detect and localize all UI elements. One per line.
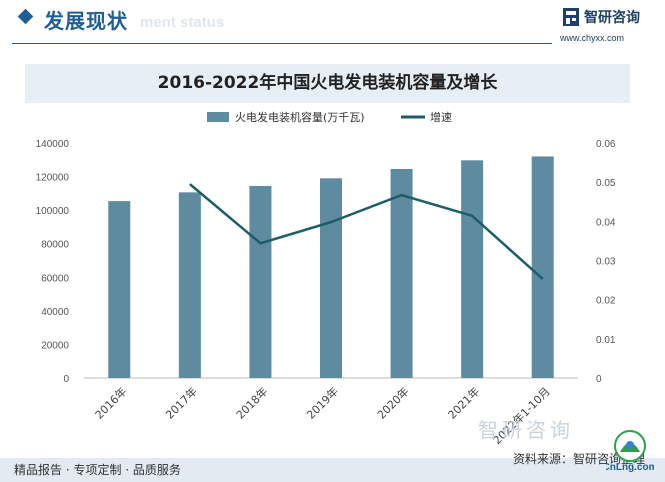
bar bbox=[531, 156, 554, 378]
y-left-tick-label: 0 bbox=[63, 374, 69, 385]
y-left-tick-label: 140000 bbox=[36, 139, 70, 150]
chart-title: 2016-2022年中国火电发电装机容量及增长 bbox=[25, 64, 630, 103]
footer-bar bbox=[0, 458, 665, 482]
legend-label-line: 增速 bbox=[430, 110, 452, 124]
y-right-tick-label: 0.06 bbox=[596, 139, 616, 150]
bar bbox=[320, 178, 342, 378]
zhiyan-logo-icon bbox=[563, 8, 579, 26]
y-right-tick-label: 0.05 bbox=[596, 178, 616, 189]
y-right-tick-label: 0 bbox=[596, 374, 602, 385]
logo-url: www.chyxx.com bbox=[560, 33, 625, 43]
bar bbox=[249, 185, 272, 378]
watermark-text: 智研咨询 bbox=[478, 418, 574, 442]
section-subtitle: ment status bbox=[140, 14, 225, 31]
bar bbox=[178, 192, 201, 378]
y-left-tick-label: 40000 bbox=[41, 307, 69, 318]
section-title: 发展现状 bbox=[44, 9, 128, 33]
header-divider bbox=[12, 43, 552, 44]
x-tick-label: 2016年 bbox=[92, 384, 129, 421]
cnlng-badge-label: CnLng.com bbox=[606, 462, 654, 473]
legend-swatch-bar bbox=[207, 112, 229, 122]
x-tick-label: 2018年 bbox=[233, 384, 270, 421]
footer-source: 资料来源：智研咨询整理 bbox=[513, 452, 646, 466]
x-tick-label: 2017年 bbox=[163, 384, 200, 421]
y-right-tick-label: 0.03 bbox=[596, 257, 616, 268]
y-right-tick-label: 0.02 bbox=[596, 296, 616, 307]
y-right-tick-label: 0.01 bbox=[596, 335, 616, 346]
footer-tagline: 精品报告 · 专项定制 · 品质服务 bbox=[14, 463, 181, 477]
legend-label-bar: 火电发电装机容量(万千瓦) bbox=[235, 110, 365, 124]
x-tick-label: 2021年 bbox=[445, 384, 482, 421]
bar bbox=[390, 168, 413, 378]
y-left-tick-label: 120000 bbox=[36, 173, 70, 184]
y-left-tick-label: 100000 bbox=[36, 206, 70, 217]
growth-line bbox=[189, 183, 544, 280]
y-left-tick-label: 20000 bbox=[41, 340, 69, 351]
logo-name: 智研咨询 bbox=[584, 10, 640, 26]
y-left-tick-label: 80000 bbox=[41, 240, 69, 251]
cnlng-badge-icon: CnLng.com bbox=[606, 430, 654, 473]
bar bbox=[108, 201, 131, 378]
y-right-tick-label: 0.04 bbox=[596, 217, 616, 228]
x-tick-label: 2020年 bbox=[374, 384, 411, 421]
x-tick-label: 2019年 bbox=[304, 384, 341, 421]
y-left-tick-label: 60000 bbox=[41, 273, 69, 284]
bar bbox=[461, 160, 484, 378]
section-header: 发展现状 ment status 智研咨询 www.chyxx.com bbox=[0, 0, 665, 46]
